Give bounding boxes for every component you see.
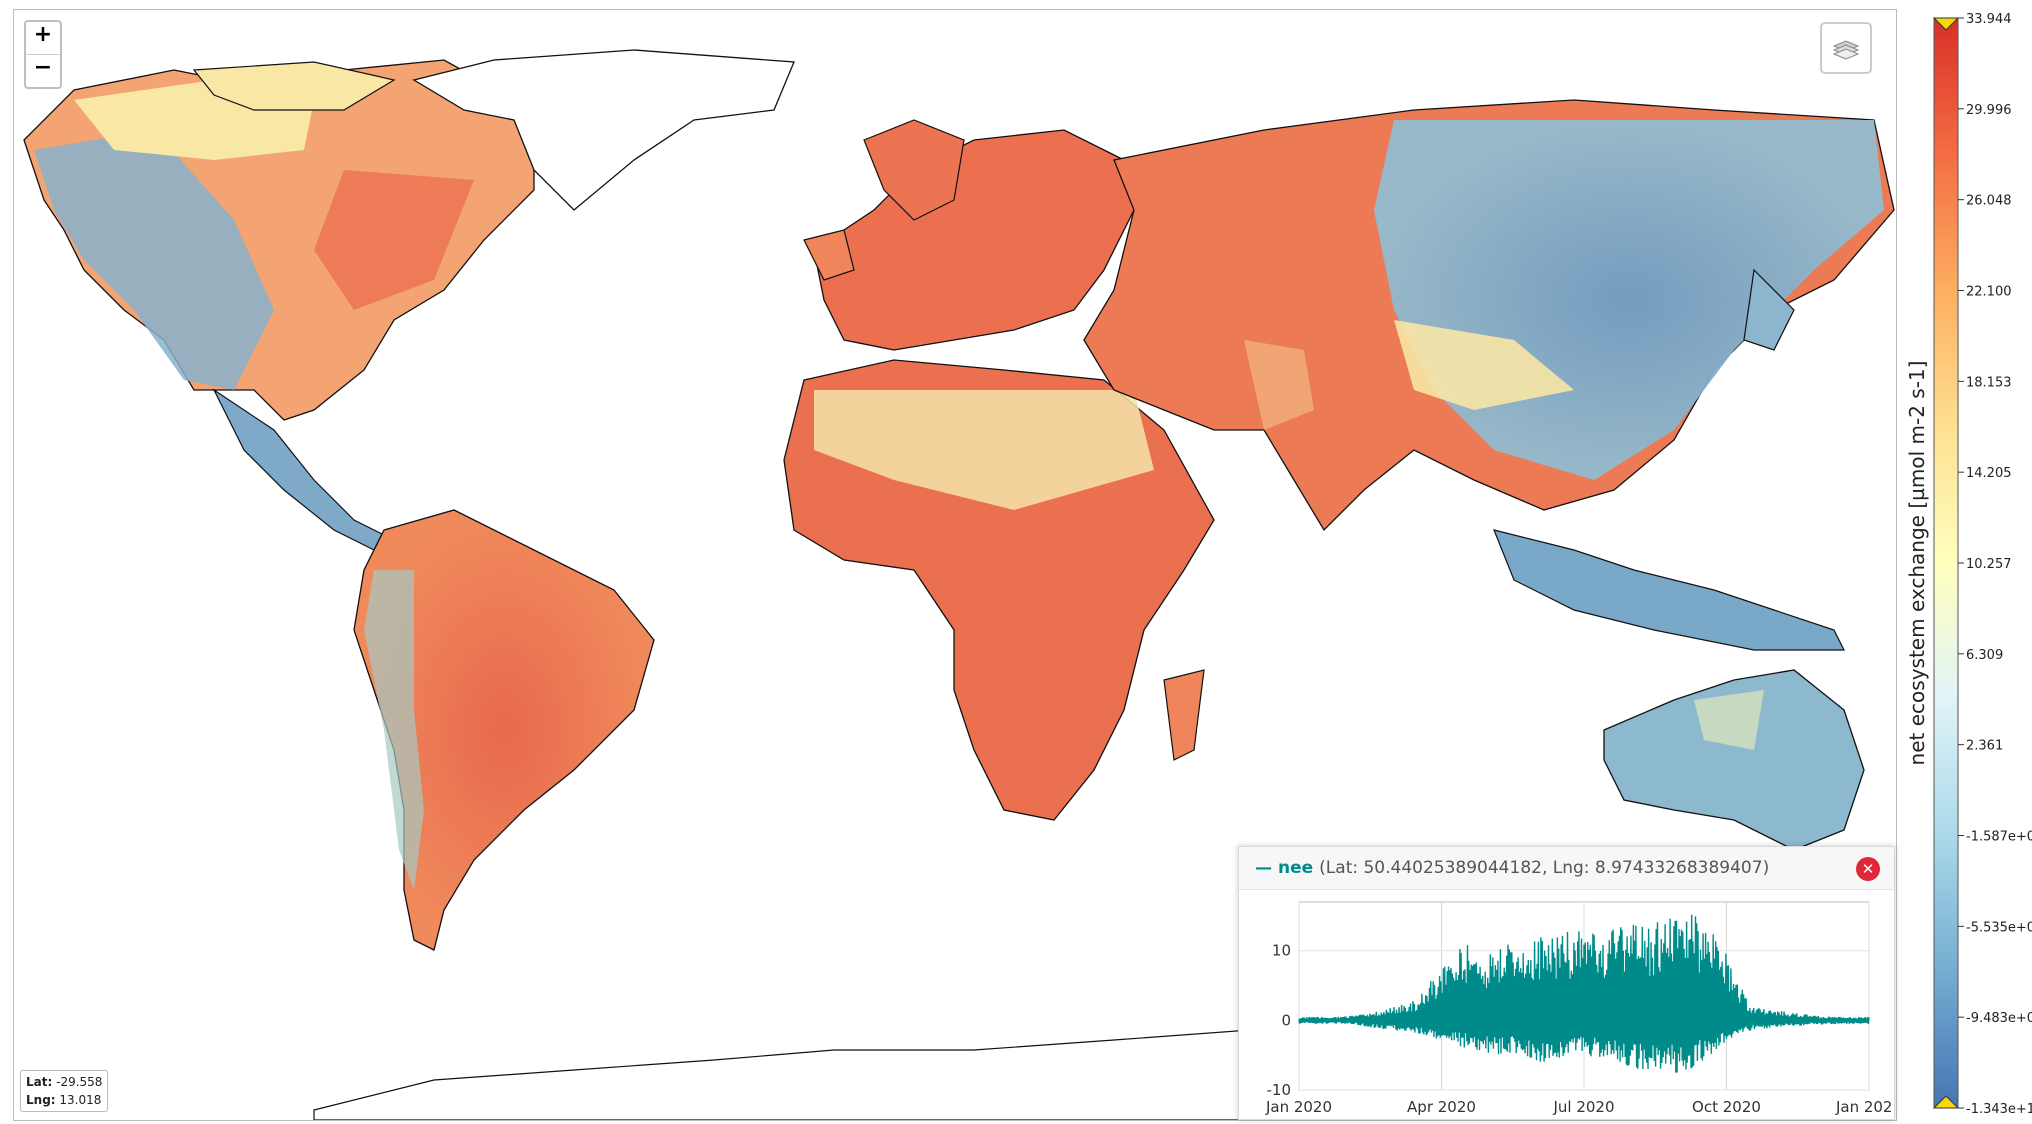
zoom-control: + − <box>24 20 62 89</box>
colorbar-tick-label: -5.535e+0 <box>1966 920 2032 935</box>
colorbar-tick-label: 14.205 <box>1966 466 2012 481</box>
x-tick-label: Apr 2020 <box>1407 1098 1476 1116</box>
colorbar-tick-label: 29.996 <box>1966 103 2012 118</box>
europe-landmass <box>813 129 1135 351</box>
colorbar-tick-label: 33.944 <box>1966 12 2012 27</box>
nee-series-line <box>1298 914 1870 1073</box>
colorbar-max-arrow <box>1932 17 1960 31</box>
colorbar-tick-label: 26.048 <box>1966 194 2012 209</box>
time-series-chart: Jan 2020 Apr 2020 Jul 2020 Oct 2020 Jan 202 1… <box>1265 901 1902 1116</box>
x-tick-label: Jan 2020 <box>1265 1098 1332 1116</box>
colorbar-tick-label: -1.587e+0 <box>1966 830 2032 845</box>
greenland-outline <box>412 49 795 211</box>
y-tick-label: 0 <box>1281 1011 1291 1029</box>
x-tick-label: Jul 2020 <box>1552 1098 1614 1116</box>
popup-header: — nee (Lat: 50.44025389044182, Lng: 8.97… <box>1239 847 1894 890</box>
layers-button[interactable] <box>1820 22 1872 74</box>
series-swatch: — <box>1255 858 1272 878</box>
coordinate-readout: Lat: -29.558 Lng: 13.018 <box>20 1070 109 1112</box>
colorbar-tick-label: -1.343e+1 <box>1966 1102 2032 1117</box>
close-icon[interactable]: ✕ <box>1856 857 1880 881</box>
colorbar-tick-label: -9.483e+0 <box>1966 1011 2032 1026</box>
series-name: nee <box>1278 858 1314 878</box>
colorbar-tick-label: 22.100 <box>1966 285 2012 300</box>
y-tick-label: -10 <box>1267 1081 1292 1099</box>
colorbar-tick-label: 18.153 <box>1966 375 2012 390</box>
x-tick-label: Oct 2020 <box>1692 1098 1761 1116</box>
antarctica-outline <box>313 1029 1251 1120</box>
lng-label: Lng: <box>26 1093 56 1107</box>
lat-value: -29.558 <box>56 1075 103 1089</box>
colorbar-title: net ecosystem exchange [µmol m-2 s-1] <box>1905 361 1929 766</box>
time-series-popup: — nee (Lat: 50.44025389044182, Lng: 8.97… <box>1238 846 1902 1120</box>
colorbar-tick-label: 10.257 <box>1966 557 2012 572</box>
zoom-in-button[interactable]: + <box>33 22 53 47</box>
australia-landmass <box>1603 669 1865 851</box>
colorbar-tick-label: 6.309 <box>1966 648 2003 663</box>
lat-label: Lat: <box>26 1075 53 1089</box>
nee-raster-layer[interactable] <box>14 10 1896 1120</box>
layers-icon <box>1832 40 1860 60</box>
colorbar-min-arrow <box>1932 1095 1960 1109</box>
popup-location: (Lat: 50.44025389044182, Lng: 8.97433268… <box>1319 858 1770 878</box>
colorbar-tick-label: 2.361 <box>1966 739 2003 754</box>
y-tick-label: 10 <box>1272 942 1291 960</box>
lng-value: 13.018 <box>59 1093 102 1107</box>
map-view[interactable]: + − Lat: -29.558 Lng: 13.018 <box>13 9 1897 1121</box>
zoom-out-button[interactable]: − <box>26 54 60 87</box>
south-america-landmass <box>353 509 655 951</box>
colorbar: 33.944 29.996 26.048 22.100 18.153 14.205 10.2… <box>1905 12 2032 1117</box>
